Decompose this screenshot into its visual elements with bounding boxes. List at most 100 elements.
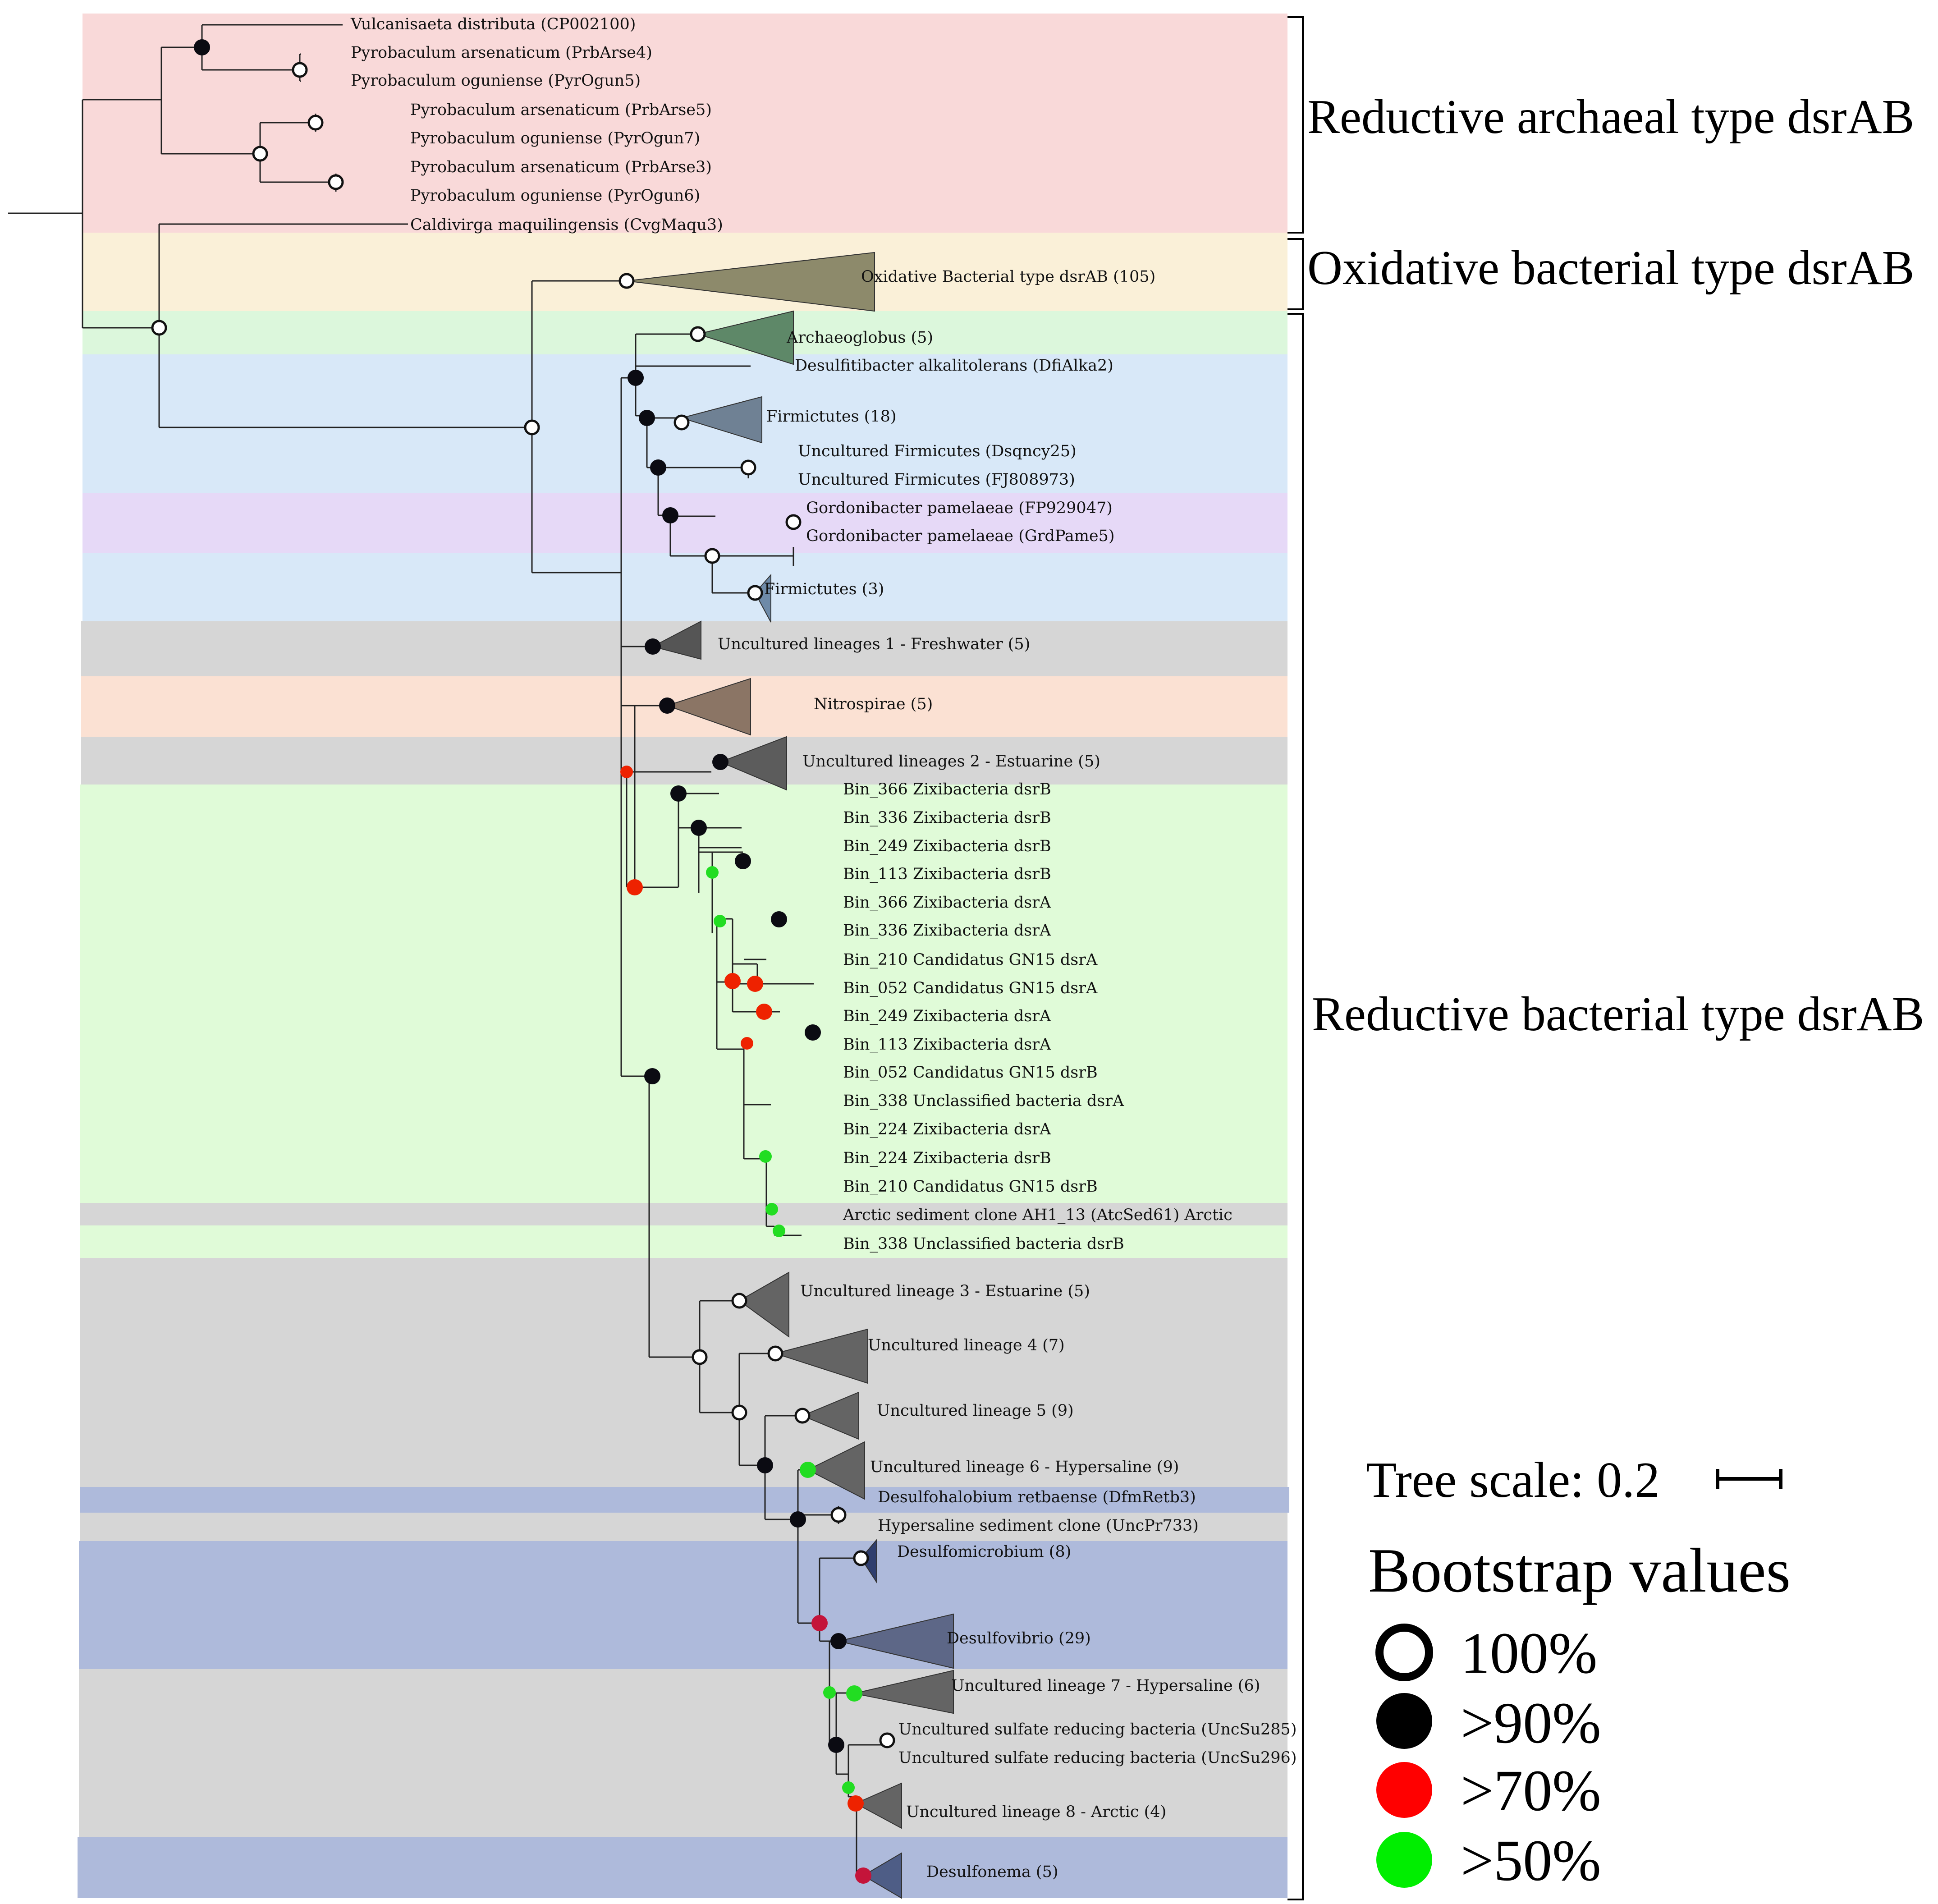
bootstrap-node-90 <box>828 1737 844 1753</box>
bootstrap-node-90 <box>662 507 678 523</box>
collapsed-clade-triangle <box>801 1391 859 1440</box>
tree-scale-bar <box>1716 1469 1782 1489</box>
collapsed-clade-triangle <box>626 252 875 312</box>
leaf-label: Pyrobaculum oguniense (PyrOgun5) <box>351 72 641 90</box>
bootstrap-node-100 <box>619 273 635 289</box>
bootstrap-node-100 <box>151 320 167 336</box>
tree-scale: Tree scale: 0.2 <box>1366 1452 1782 1508</box>
leaf-label: Caldivirga maquilingensis (CvgMaqu3) <box>410 216 723 234</box>
collapsed-clade-triangle <box>806 1441 865 1500</box>
bootstrap-node-100 <box>830 1507 847 1523</box>
collapsed-clade-triangle <box>754 573 771 623</box>
leaf-label: Gordonibacter pamelaeae (FP929047) <box>806 499 1113 517</box>
clade-band <box>80 1258 1287 1487</box>
clade-band <box>78 1837 1287 1898</box>
clade-band <box>82 493 1287 553</box>
bootstrap-node-50 <box>846 1685 862 1702</box>
bootstrap-node-50 <box>765 1203 778 1216</box>
bootstrap-node-50 <box>773 1225 785 1237</box>
leaf-label: Pyrobaculum oguniense (PyrOgun7) <box>410 129 700 147</box>
leaf-label: Uncultured Firmicutes (FJ808973) <box>798 471 1075 489</box>
bootstrap-node-100 <box>747 585 763 601</box>
bootstrap-node-100 <box>690 326 706 342</box>
bootstrap-node-50 <box>823 1686 836 1699</box>
leaf-label: Bin_249 Zixibacteria dsrB <box>843 837 1051 855</box>
leaf-label: Bin_338 Unclassified bacteria dsrB <box>843 1235 1124 1253</box>
leaf-label: Nitrospirae (5) <box>814 695 933 713</box>
bootstrap-node-100 <box>292 62 308 78</box>
group-brackets <box>1287 16 1304 1900</box>
leaf-label: Oxidative Bacterial type dsrAB (105) <box>861 268 1155 286</box>
bracket-oxidative <box>1287 238 1304 310</box>
bracket-archaeal <box>1287 16 1304 234</box>
leaf-label: Bin_338 Unclassified bacteria dsrA <box>843 1092 1124 1110</box>
collapsed-clade-triangle <box>738 1271 789 1338</box>
leaf-label: Archaeoglobus (5) <box>786 329 933 347</box>
bootstrap-node-100 <box>879 1732 895 1748</box>
bootstrap-legend: Bootstrap values 100% >90% >70% >50% <box>1368 1536 1791 1893</box>
clade-band <box>80 785 1287 1203</box>
bootstrap-node-90 <box>194 39 210 55</box>
leaf-label: Bin_113 Zixibacteria dsrA <box>843 1036 1051 1054</box>
bootstrap-node-70 <box>811 1615 828 1631</box>
leaf-label: Desulfonema (5) <box>926 1863 1058 1881</box>
bootstrap-node-100 <box>785 514 802 530</box>
bootstrap-node-90 <box>670 785 687 802</box>
bootstrap-node-100 <box>731 1293 747 1309</box>
bootstrap-node-50 <box>800 1462 816 1478</box>
leaf-label: Uncultured lineage 7 - Hypersaline (6) <box>951 1677 1260 1695</box>
group-label-reductive-archaeal: Reductive archaeal type dsrAB <box>1307 90 1914 144</box>
bootstrap-node-70 <box>747 976 763 992</box>
leaf-label: Bin_366 Zixibacteria dsrB <box>843 780 1051 798</box>
clade-band <box>82 553 1287 621</box>
leaf-label: Pyrobaculum arsenaticum (PrbArse5) <box>410 101 712 119</box>
bootstrap-node-90 <box>830 1633 847 1649</box>
leaf-label: Vulcanisaeta distributa (CP002100) <box>350 15 636 33</box>
leaf-label: Arctic sediment clone AH1_13 (AtcSed61) … <box>843 1206 1232 1224</box>
leaf-labels: Vulcanisaeta distributa (CP002100) Pyroba… <box>350 15 1297 1881</box>
leaf-label: Uncultured lineage 6 - Hypersaline (9) <box>870 1458 1179 1476</box>
leaf-label: Bin_224 Zixibacteria dsrB <box>843 1149 1051 1167</box>
legend-item-100: 100% <box>1461 1621 1597 1686</box>
collapsed-clade-triangle <box>838 1613 954 1669</box>
clade-band <box>80 1513 1287 1541</box>
bootstrap-node-100 <box>252 146 268 162</box>
leaf-label: Uncultured lineage 4 (7) <box>868 1336 1065 1354</box>
leaf-label: Pyrobaculum arsenaticum (PrbArse3) <box>410 158 712 176</box>
group-label-reductive-bacterial: Reductive bacterial type dsrAB <box>1312 987 1924 1041</box>
leaf-label: Uncultured lineages 2 - Estuarine (5) <box>802 752 1100 771</box>
clade-band <box>80 1203 1287 1225</box>
clade-band <box>81 737 1287 785</box>
collapsed-clade-triangle <box>862 1852 902 1899</box>
legend-item-90: >90% <box>1461 1691 1601 1756</box>
leaf-label: Pyrobaculum arsenaticum (PrbArse4) <box>351 44 652 62</box>
legend-item-70: >70% <box>1461 1758 1601 1823</box>
bootstrap-node-90 <box>639 410 655 426</box>
leaf-label: Uncultured lineage 3 - Estuarine (5) <box>800 1282 1090 1300</box>
bootstrap-node-90 <box>645 638 661 655</box>
clade-band <box>82 233 1287 311</box>
leaf-label: Firmictutes (3) <box>764 580 884 598</box>
bootstrap-node-90 <box>757 1457 773 1473</box>
collapsed-clade-triangle <box>665 678 751 736</box>
bootstrap-node-100 <box>524 419 540 436</box>
collapsed-clade-triangle <box>860 1538 877 1584</box>
bootstrap-node-90 <box>628 370 644 386</box>
collapsed-clade-triangle <box>854 1670 954 1714</box>
bootstrap-node-70 <box>620 766 633 778</box>
bootstrap-node-70 <box>741 1037 753 1050</box>
collapsed-clade-triangle <box>854 1782 902 1829</box>
leaf-label: Firmictutes (18) <box>766 408 897 426</box>
leaf-label: Bin_366 Zixibacteria dsrA <box>843 894 1051 912</box>
leaf-label: Uncultured lineages 1 - Freshwater (5) <box>718 635 1030 653</box>
collapsed-clade-triangle <box>774 1328 868 1384</box>
bootstrap-node-90 <box>650 459 666 476</box>
bootstrap-node-70 <box>756 1004 772 1020</box>
collapsed-clade-triangle <box>651 620 701 660</box>
bootstrap-node-100 <box>767 1345 783 1362</box>
leaf-label: Desulfitibacter alkalitolerans (DfiAlka2… <box>795 357 1113 375</box>
leaf-label: Desulfomicrobium (8) <box>897 1543 1071 1561</box>
leaf-label: Bin_052 Candidatus GN15 dsrA <box>843 979 1098 997</box>
clade-band <box>80 1225 1287 1258</box>
leaf-label: Gordonibacter pamelaeae (GrdPame5) <box>806 527 1115 545</box>
